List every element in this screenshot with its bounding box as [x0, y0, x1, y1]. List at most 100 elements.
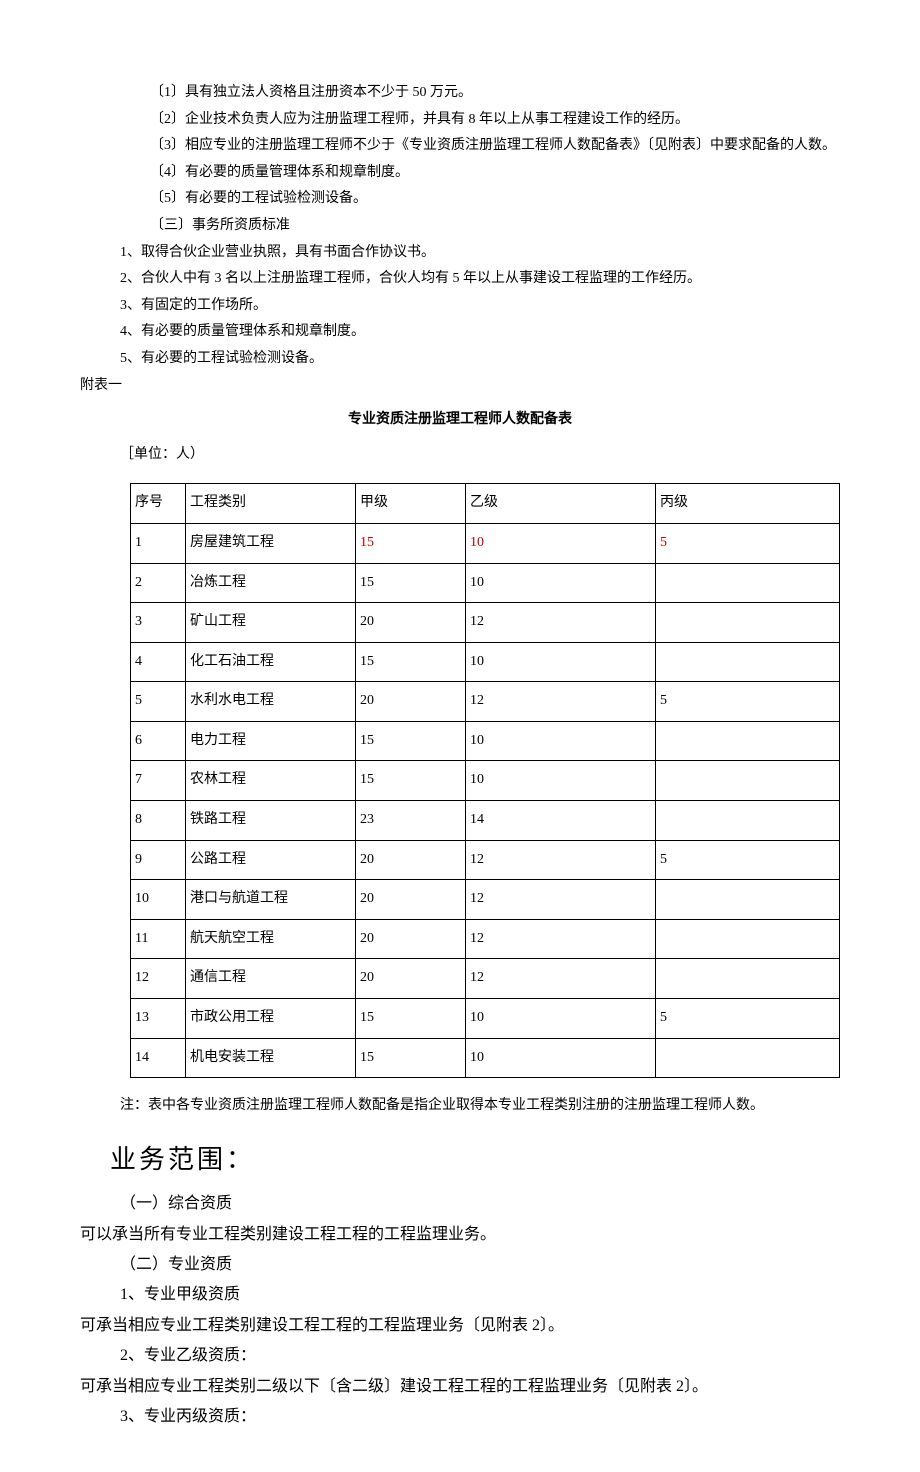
cell-grade-c: [656, 919, 840, 959]
cell-grade-a: 20: [356, 919, 466, 959]
cell-grade-b: 12: [466, 959, 656, 999]
cell-grade-b: 12: [466, 603, 656, 643]
cell-grade-c: [656, 761, 840, 801]
cell-grade-c: 5: [656, 523, 840, 563]
table-row: 3矿山工程2012: [131, 603, 840, 643]
cell-grade-b: 10: [466, 721, 656, 761]
cell-type: 电力工程: [186, 721, 356, 761]
cell-grade-b: 10: [466, 523, 656, 563]
cell-type: 化工石油工程: [186, 642, 356, 682]
table-row: 7农林工程1510: [131, 761, 840, 801]
table-header-row: 序号 工程类别 甲级 乙级 丙级: [131, 484, 840, 524]
header-grade-a: 甲级: [356, 484, 466, 524]
table-row: 13市政公用工程15105: [131, 999, 840, 1039]
body-line: 1、专业甲级资质: [80, 1280, 840, 1310]
cell-seq: 13: [131, 999, 186, 1039]
header-grade-b: 乙级: [466, 484, 656, 524]
cell-seq: 6: [131, 721, 186, 761]
cell-seq: 3: [131, 603, 186, 643]
cell-grade-c: 5: [656, 840, 840, 880]
cell-grade-c: 5: [656, 682, 840, 722]
cell-grade-a: 23: [356, 801, 466, 841]
scope-body: （一）综合资质可以承当所有专业工程类别建设工程工程的工程监理业务。（二）专业资质…: [80, 1189, 840, 1432]
cell-grade-a: 20: [356, 959, 466, 999]
text-line: 4、有必要的质量管理体系和规章制度。: [80, 319, 840, 346]
cell-type: 公路工程: [186, 840, 356, 880]
table-body: 1房屋建筑工程151052冶炼工程15103矿山工程20124化工石油工程151…: [131, 523, 840, 1077]
cell-grade-a: 20: [356, 603, 466, 643]
text-line: 〔1〕具有独立法人资格且注册资本不少于 50 万元。: [80, 80, 840, 107]
table-row: 8铁路工程2314: [131, 801, 840, 841]
cell-grade-a: 20: [356, 880, 466, 920]
table-row: 10港口与航道工程2012: [131, 880, 840, 920]
cell-type: 农林工程: [186, 761, 356, 801]
body-line: 可承当相应专业工程类别建设工程工程的工程监理业务〔见附表 2〕。: [80, 1311, 840, 1341]
cell-grade-b: 10: [466, 1038, 656, 1078]
annex-label: 附表一: [80, 373, 840, 400]
cell-seq: 14: [131, 1038, 186, 1078]
body-line: 可承当相应专业工程类别二级以下〔含二级〕建设工程工程的工程监理业务〔见附表 2〕…: [80, 1372, 840, 1402]
cell-grade-b: 12: [466, 919, 656, 959]
cell-seq: 4: [131, 642, 186, 682]
cell-grade-b: 10: [466, 563, 656, 603]
cell-type: 市政公用工程: [186, 999, 356, 1039]
cell-grade-c: [656, 642, 840, 682]
text-line: 2、合伙人中有 3 名以上注册监理工程师，合伙人均有 5 年以上从事建设工程监理…: [80, 266, 840, 293]
table-row: 9公路工程20125: [131, 840, 840, 880]
cell-type: 通信工程: [186, 959, 356, 999]
text-line: 1、取得合伙企业营业执照，具有书面合作协议书。: [80, 240, 840, 267]
body-line: 3、专业丙级资质：: [80, 1402, 840, 1432]
body-line: 2、专业乙级资质：: [80, 1341, 840, 1371]
cell-grade-b: 10: [466, 642, 656, 682]
cell-seq: 7: [131, 761, 186, 801]
cell-grade-b: 12: [466, 880, 656, 920]
table-row: 11航天航空工程2012: [131, 919, 840, 959]
cell-seq: 9: [131, 840, 186, 880]
table-row: 4化工石油工程1510: [131, 642, 840, 682]
cell-seq: 11: [131, 919, 186, 959]
cell-grade-c: [656, 603, 840, 643]
text-line: 3、有固定的工作场所。: [80, 293, 840, 320]
unit-label: ［单位：人）: [80, 442, 840, 469]
cell-grade-a: 15: [356, 1038, 466, 1078]
cell-grade-a: 20: [356, 840, 466, 880]
header-grade-c: 丙级: [656, 484, 840, 524]
table-row: 1房屋建筑工程15105: [131, 523, 840, 563]
cell-grade-c: [656, 563, 840, 603]
text-line: 5、有必要的工程试验检测设备。: [80, 346, 840, 373]
cell-grade-a: 20: [356, 682, 466, 722]
header-type: 工程类别: [186, 484, 356, 524]
text-line: 〔5〕有必要的工程试验检测设备。: [80, 186, 840, 213]
body-line: （二）专业资质: [80, 1250, 840, 1280]
cell-grade-c: [656, 801, 840, 841]
cell-grade-c: [656, 880, 840, 920]
text-line: 〔2〕企业技术负责人应为注册监理工程师，并具有 8 年以上从事工程建设工作的经历…: [80, 107, 840, 134]
cell-grade-c: [656, 1038, 840, 1078]
cell-type: 航天航空工程: [186, 919, 356, 959]
cell-grade-a: 15: [356, 761, 466, 801]
text-line: 〔3〕相应专业的注册监理工程师不少于《专业资质注册监理工程师人数配备表》〔见附表…: [80, 133, 840, 160]
body-line: （一）综合资质: [80, 1189, 840, 1219]
cell-type: 冶炼工程: [186, 563, 356, 603]
table-row: 5水利水电工程20125: [131, 682, 840, 722]
cell-type: 房屋建筑工程: [186, 523, 356, 563]
text-line: 〔4〕有必要的质量管理体系和规章制度。: [80, 160, 840, 187]
cell-grade-a: 15: [356, 642, 466, 682]
cell-grade-b: 12: [466, 682, 656, 722]
cell-grade-c: [656, 721, 840, 761]
cell-grade-a: 15: [356, 523, 466, 563]
cell-type: 铁路工程: [186, 801, 356, 841]
cell-grade-c: 5: [656, 999, 840, 1039]
body-line: 可以承当所有专业工程类别建设工程工程的工程监理业务。: [80, 1220, 840, 1250]
table-title: 专业资质注册监理工程师人数配备表: [80, 407, 840, 434]
cell-grade-c: [656, 959, 840, 999]
cell-seq: 12: [131, 959, 186, 999]
cell-type: 机电安装工程: [186, 1038, 356, 1078]
staffing-table: 序号 工程类别 甲级 乙级 丙级 1房屋建筑工程151052冶炼工程15103矿…: [130, 483, 840, 1078]
cell-grade-b: 12: [466, 840, 656, 880]
table-row: 6电力工程1510: [131, 721, 840, 761]
cell-grade-a: 15: [356, 721, 466, 761]
requirements-list: 〔1〕具有独立法人资格且注册资本不少于 50 万元。〔2〕企业技术负责人应为注册…: [80, 80, 840, 373]
cell-grade-b: 10: [466, 999, 656, 1039]
table-row: 12通信工程2012: [131, 959, 840, 999]
